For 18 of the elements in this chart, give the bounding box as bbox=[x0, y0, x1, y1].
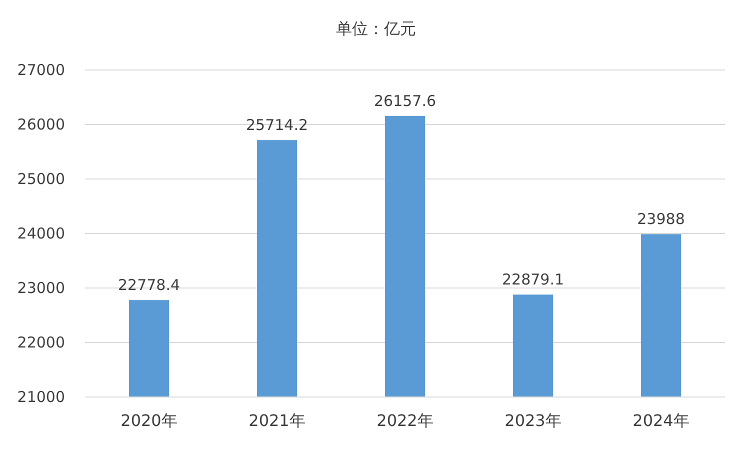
data-label: 23988 bbox=[637, 210, 685, 228]
x-tick-label: 2021年 bbox=[248, 411, 306, 430]
data-label: 25714.2 bbox=[246, 116, 308, 134]
y-tick-label: 23000 bbox=[17, 279, 65, 297]
y-tick-label: 26000 bbox=[17, 116, 65, 134]
y-tick-label: 21000 bbox=[17, 388, 65, 406]
x-tick-label: 2020年 bbox=[120, 411, 178, 430]
x-tick-label: 2022年 bbox=[376, 411, 434, 430]
data-label: 22879.1 bbox=[502, 270, 564, 289]
y-tick-label: 24000 bbox=[17, 224, 65, 242]
x-tick-label: 2023年 bbox=[504, 411, 562, 430]
y-tick-label: 27000 bbox=[17, 61, 65, 79]
data-label: 26157.6 bbox=[374, 92, 436, 110]
chart-title: 单位：亿元 bbox=[336, 19, 416, 38]
data-label: 22778.4 bbox=[118, 276, 180, 294]
x-tick-label: 2024年 bbox=[632, 411, 690, 430]
y-tick-label: 22000 bbox=[17, 334, 65, 352]
y-tick-label: 25000 bbox=[17, 170, 65, 188]
